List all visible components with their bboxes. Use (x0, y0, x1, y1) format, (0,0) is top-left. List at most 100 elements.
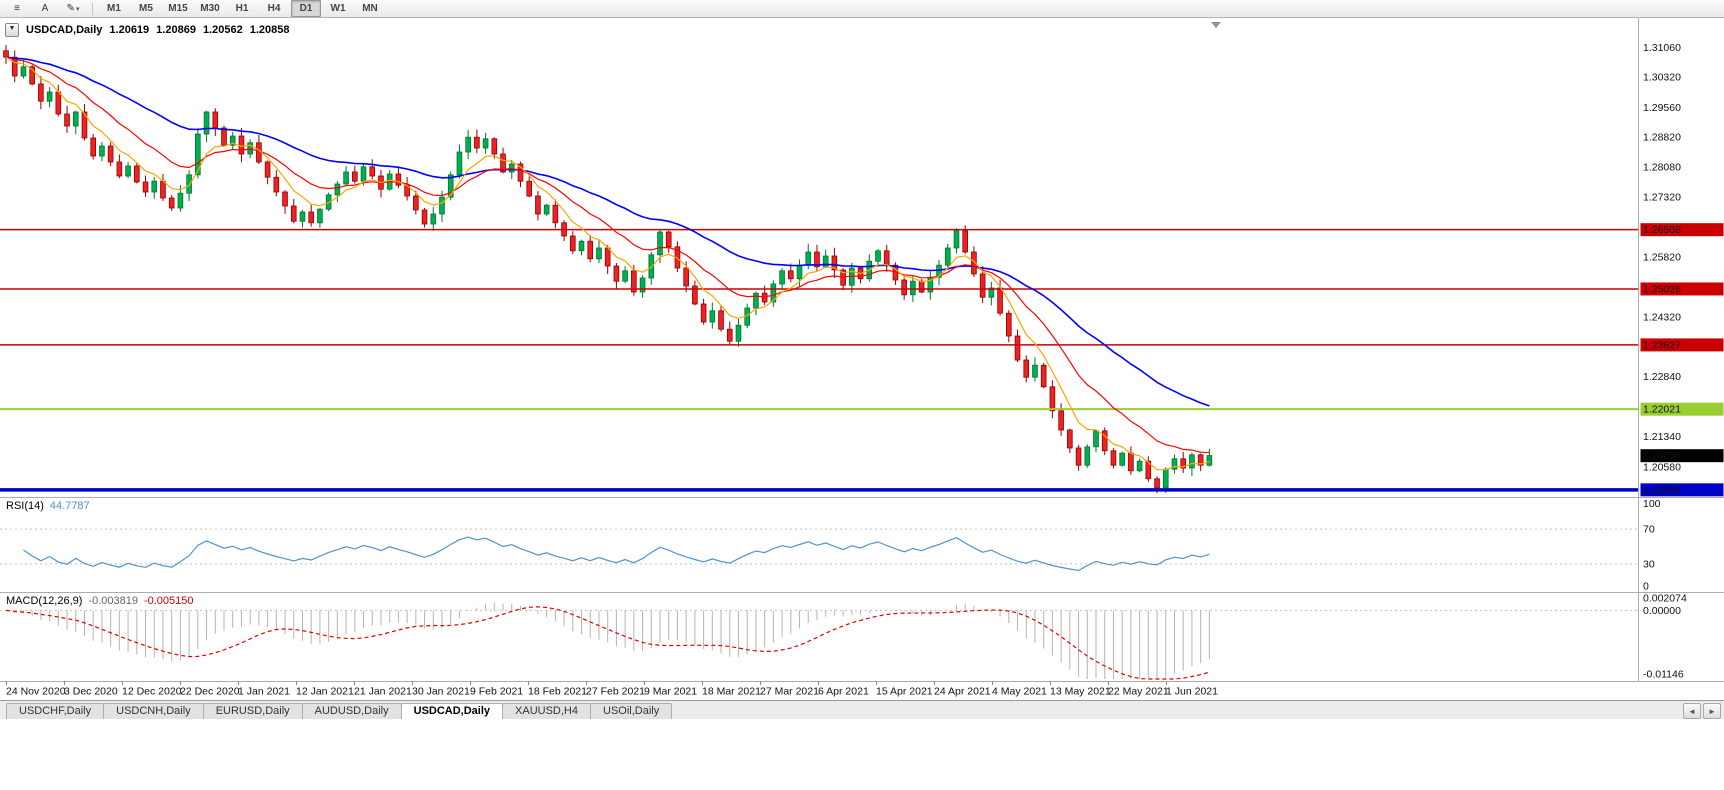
candlestick-series (3, 44, 1213, 494)
chart-title-line: ▼ USDCAD,Daily 1.20619 1.20869 1.20562 1… (5, 23, 289, 37)
timeframe-button-m15[interactable]: M15 (168, 3, 188, 14)
svg-text:1.23627: 1.23627 (1643, 339, 1681, 351)
one-click-trading-toggle[interactable]: ▼ (5, 23, 19, 37)
ohlc-close: 1.20858 (249, 24, 290, 36)
svg-text:1.27320: 1.27320 (1643, 192, 1681, 204)
rsi-name: RSI(14) (6, 500, 44, 512)
svg-text:21 Jan 2021: 21 Jan 2021 (354, 686, 412, 698)
svg-text:18 Mar 2021: 18 Mar 2021 (702, 686, 761, 698)
ohlc-low: 1.20562 (202, 24, 243, 36)
svg-text:1.22840: 1.22840 (1643, 371, 1681, 383)
tab-scroll-right-icon[interactable]: ► (1703, 703, 1721, 719)
svg-text:15 Apr 2021: 15 Apr 2021 (876, 686, 933, 698)
svg-text:6 Apr 2021: 6 Apr 2021 (818, 686, 869, 698)
macd-signal-line (5, 606, 1210, 680)
timeframe-button-m5[interactable]: M5 (139, 3, 153, 14)
svg-text:1.20004: 1.20004 (1643, 484, 1681, 496)
moving-averages (5, 56, 1210, 471)
svg-text:1.31060: 1.31060 (1643, 42, 1681, 54)
ohlc-open: 1.20619 (109, 24, 150, 36)
svg-text:22 Dec 2020: 22 Dec 2020 (180, 686, 240, 698)
timeframe-button-h4[interactable]: H4 (267, 3, 281, 14)
tab-usdchf-daily[interactable]: USDCHF,Daily (6, 703, 105, 719)
svg-text:1 Jan 2021: 1 Jan 2021 (238, 686, 290, 698)
svg-text:0.002074: 0.002074 (1643, 593, 1687, 605)
svg-text:18 Feb 2021: 18 Feb 2021 (528, 686, 587, 698)
draw-tool-button[interactable]: ✎ ▾ (60, 0, 86, 17)
chart-symbol-title: USDCAD,Daily (26, 24, 103, 36)
tab-scroll-left-icon[interactable]: ◄ (1683, 703, 1701, 719)
svg-text:24 Apr 2021: 24 Apr 2021 (934, 686, 991, 698)
rsi-value: 44.7787 (49, 500, 90, 512)
chart-window[interactable]: 1.26508 1.25026 1.23627 1.22021 1.20004 1.208… (0, 18, 1724, 700)
svg-text:1.28080: 1.28080 (1643, 161, 1681, 173)
svg-text:1.29560: 1.29560 (1643, 102, 1681, 114)
chart-canvas[interactable]: 1.26508 1.25026 1.23627 1.22021 1.20004 1.208… (0, 18, 1724, 700)
svg-text:0: 0 (1643, 581, 1649, 593)
svg-text:27 Mar 2021: 27 Mar 2021 (760, 686, 819, 698)
panel-separators[interactable] (0, 18, 1724, 682)
tab-usoil-daily[interactable]: USOil,Daily (590, 703, 673, 719)
text-annotation-icon[interactable]: A (41, 3, 49, 14)
svg-text:30 Jan 2021: 30 Jan 2021 (412, 686, 470, 698)
macd-indicator-label: MACD(12,26,9) -0.003819 -0.005150 (6, 595, 194, 607)
svg-text:-0.01146: -0.01146 (1643, 669, 1684, 681)
svg-text:1.25026: 1.25026 (1643, 283, 1681, 295)
tab-eurusd-daily[interactable]: EURUSD,Daily (202, 703, 303, 719)
svg-text:70: 70 (1643, 524, 1655, 536)
svg-text:1.30320: 1.30320 (1643, 72, 1681, 84)
rsi-line (23, 536, 1210, 572)
svg-text:12 Dec 2020: 12 Dec 2020 (122, 686, 182, 698)
rsi-panel: 100 70 30 0 (0, 498, 1661, 593)
empty-workspace (0, 719, 1724, 789)
tab-usdcnh-daily[interactable]: USDCNH,Daily (103, 703, 204, 719)
svg-text:100: 100 (1643, 498, 1661, 510)
svg-text:4 May 2021: 4 May 2021 (992, 686, 1047, 698)
timeframe-button-m1[interactable]: M1 (107, 3, 121, 14)
svg-text:1.20580: 1.20580 (1643, 461, 1681, 473)
price-axis-badges: 1.26508 1.25026 1.23627 1.22021 1.20004 1.208… (1640, 223, 1724, 497)
svg-text:30: 30 (1643, 558, 1655, 570)
tab-usdcad-daily[interactable]: USDCAD,Daily (400, 703, 504, 719)
tab-audusd-daily[interactable]: AUDUSD,Daily (301, 703, 402, 719)
svg-text:12 Jan 2021: 12 Jan 2021 (296, 686, 354, 698)
svg-text:13 May 2021: 13 May 2021 (1050, 686, 1111, 698)
top-toolbar: ≡ A ✎ ▾ M1 M5 M15 M30 H1 H4 D1 W1 MN (0, 0, 1724, 18)
svg-text:1.21340: 1.21340 (1643, 431, 1681, 443)
timeframe-button-h1[interactable]: H1 (235, 3, 249, 14)
svg-text:3 Dec 2020: 3 Dec 2020 (64, 686, 118, 698)
svg-text:1 Jun 2021: 1 Jun 2021 (1166, 686, 1218, 698)
svg-text:24 Nov 2020: 24 Nov 2020 (6, 686, 66, 698)
svg-text:9 Feb 2021: 9 Feb 2021 (470, 686, 523, 698)
tab-xauusd-h4[interactable]: XAUUSD,H4 (502, 703, 591, 719)
timeframe-button-w1[interactable]: W1 (330, 3, 346, 14)
dropdown-caret-icon: ▾ (75, 5, 80, 13)
price-axis-labels: 1.31060 1.30320 1.29560 1.28820 1.28080 1.273… (1643, 42, 1681, 473)
svg-text:1.28820: 1.28820 (1643, 132, 1681, 144)
timeframe-button-mn[interactable]: MN (362, 3, 378, 14)
svg-text:27 Feb 2021: 27 Feb 2021 (586, 686, 645, 698)
svg-text:1.26508: 1.26508 (1643, 224, 1681, 236)
tab-scroll-controls: ◄ ► (1683, 703, 1721, 719)
timeframe-button-d1[interactable]: D1 (291, 0, 321, 17)
draw-tool-icon: ✎ (66, 3, 75, 14)
chart-shift-marker[interactable] (1211, 22, 1221, 28)
rsi-indicator-label: RSI(14) 44.7787 (6, 500, 90, 512)
macd-name: MACD(12,26,9) (6, 595, 83, 607)
macd-main-value: -0.003819 (88, 595, 138, 607)
svg-text:1.20858: 1.20858 (1643, 450, 1681, 462)
macd-signal-value: -0.005150 (143, 595, 194, 607)
timeframe-button-m30[interactable]: M30 (200, 3, 220, 14)
svg-text:22 May 2021: 22 May 2021 (1108, 686, 1169, 698)
svg-text:1.24320: 1.24320 (1643, 312, 1681, 324)
toolbar-separator (92, 2, 93, 15)
svg-text:0.00000: 0.00000 (1643, 605, 1681, 617)
chart-window-icon[interactable]: ≡ (14, 3, 20, 14)
svg-text:9 Mar 2021: 9 Mar 2021 (644, 686, 697, 698)
svg-text:1.25820: 1.25820 (1643, 252, 1681, 264)
tabs-strip: USDCHF,Daily USDCNH,Daily EURUSD,Daily AUDU… (6, 703, 673, 719)
timeframe-group: M1 M5 M15 M30 H1 H4 D1 W1 MN (99, 0, 385, 17)
level-lines[interactable] (0, 228, 1638, 492)
